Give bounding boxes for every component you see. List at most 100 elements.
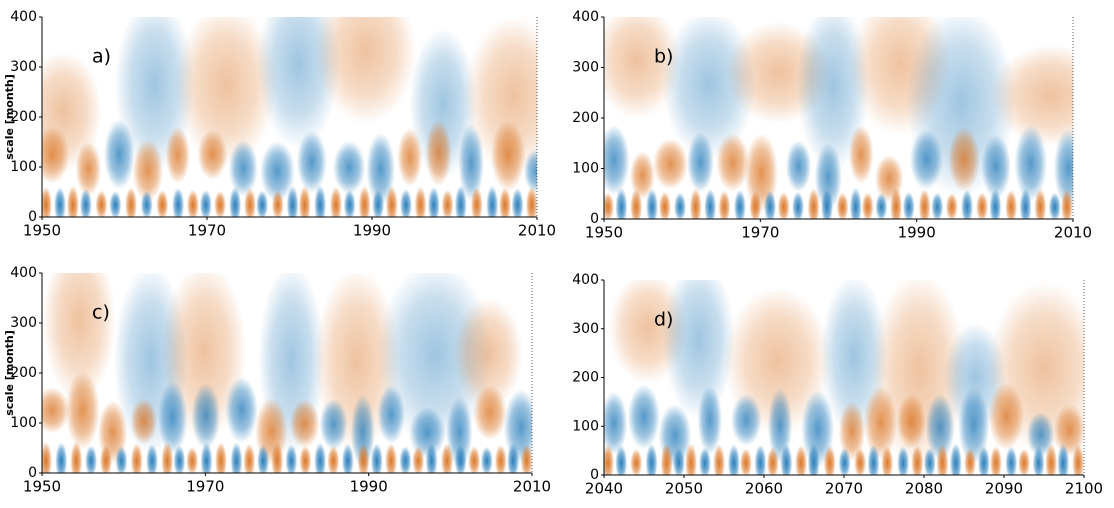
field-blob bbox=[1005, 189, 1018, 219]
field-blob bbox=[425, 119, 452, 187]
field-blob bbox=[875, 192, 888, 219]
field-blob bbox=[981, 134, 1012, 199]
field-blob bbox=[511, 188, 524, 217]
field-blob bbox=[645, 443, 658, 475]
field-blob bbox=[296, 130, 327, 193]
field-blob bbox=[976, 192, 989, 219]
field-blob bbox=[65, 371, 100, 450]
field-blob bbox=[486, 185, 499, 217]
field-blob bbox=[520, 444, 532, 473]
field-blob bbox=[79, 188, 92, 217]
field-blob bbox=[42, 387, 70, 434]
field-blob bbox=[764, 190, 777, 219]
field-blob bbox=[314, 442, 327, 473]
field-blob bbox=[42, 186, 52, 217]
field-blob bbox=[821, 188, 834, 219]
field-blob bbox=[55, 442, 68, 473]
field-blob bbox=[1072, 443, 1084, 475]
field-blob bbox=[172, 187, 185, 217]
field-blob bbox=[604, 391, 628, 455]
field-blob bbox=[698, 447, 711, 475]
field-blob bbox=[630, 448, 643, 475]
field-blob bbox=[214, 190, 227, 217]
field-blob bbox=[286, 185, 299, 217]
field-blob bbox=[42, 441, 52, 473]
y-tick-label: 400 bbox=[10, 265, 37, 281]
x-tick-label: 2080 bbox=[905, 480, 943, 498]
field-blob bbox=[948, 126, 980, 192]
field-blob bbox=[629, 151, 655, 200]
field-blob bbox=[42, 273, 116, 402]
field-blob bbox=[480, 446, 493, 473]
field-blob bbox=[689, 188, 702, 219]
field-blob bbox=[400, 188, 413, 217]
field-blob bbox=[525, 186, 537, 217]
field-blob bbox=[1045, 444, 1058, 475]
x-tick-label: 1950 bbox=[23, 222, 61, 240]
field-blob bbox=[964, 448, 977, 475]
wavelet-field bbox=[42, 17, 537, 217]
field-blob bbox=[372, 189, 385, 217]
field-blob bbox=[214, 441, 227, 473]
field-blob bbox=[1060, 189, 1073, 219]
x-tick-label: 2060 bbox=[745, 480, 783, 498]
field-blob bbox=[140, 190, 153, 217]
field-blob bbox=[911, 445, 924, 475]
field-blob bbox=[716, 133, 750, 192]
field-blob bbox=[1018, 448, 1031, 475]
x-tick-label: 2010 bbox=[1054, 224, 1092, 242]
field-blob bbox=[103, 119, 135, 190]
field-blob bbox=[777, 191, 790, 219]
field-blob bbox=[881, 446, 894, 475]
x-tick-label: 1950 bbox=[23, 478, 61, 496]
field-blob bbox=[660, 443, 673, 475]
field-blob bbox=[896, 393, 927, 450]
field-blob bbox=[350, 394, 375, 469]
field-blob bbox=[271, 442, 284, 473]
field-blob bbox=[243, 443, 256, 473]
field-blob bbox=[945, 192, 958, 219]
field-blob bbox=[157, 381, 188, 455]
field-blob bbox=[161, 442, 174, 473]
panel-label: c) bbox=[92, 302, 110, 324]
field-blob bbox=[315, 17, 417, 125]
field-blob bbox=[863, 385, 898, 460]
field-blob bbox=[453, 297, 523, 410]
field-blob bbox=[327, 445, 340, 473]
field-blob bbox=[1014, 125, 1048, 202]
field-blob bbox=[66, 185, 79, 217]
x-tick-label: 2050 bbox=[665, 480, 703, 498]
field-blob bbox=[470, 187, 483, 217]
x-tick-label: 1970 bbox=[188, 222, 226, 240]
field-blob bbox=[823, 445, 836, 475]
field-blob bbox=[298, 185, 311, 217]
field-blob bbox=[257, 444, 270, 473]
field-blob bbox=[199, 189, 212, 217]
field-blob bbox=[229, 186, 242, 217]
field-blob bbox=[271, 190, 284, 217]
field-blob bbox=[230, 442, 243, 473]
field-blob bbox=[409, 27, 477, 180]
field-blob bbox=[109, 190, 122, 217]
field-blob bbox=[838, 448, 851, 475]
field-blob bbox=[244, 188, 256, 217]
field-blob bbox=[685, 443, 698, 475]
field-blob bbox=[130, 398, 158, 445]
field-blob bbox=[838, 401, 866, 462]
y-tick-label: 0 bbox=[590, 467, 599, 483]
field-blob bbox=[115, 446, 128, 473]
field-blob bbox=[697, 385, 723, 455]
field-blob bbox=[42, 126, 70, 184]
field-blob bbox=[849, 187, 862, 219]
field-blob bbox=[319, 398, 348, 451]
field-blob bbox=[490, 120, 526, 192]
field-blob bbox=[454, 444, 467, 473]
field-blob bbox=[1057, 443, 1070, 475]
field-blob bbox=[991, 44, 1073, 147]
field-blob bbox=[370, 443, 383, 473]
field-blob bbox=[902, 191, 915, 219]
y-tick-label: 0 bbox=[590, 211, 599, 227]
x-tick-label: 2010 bbox=[513, 478, 551, 496]
y-tick-label: 400 bbox=[572, 272, 599, 288]
